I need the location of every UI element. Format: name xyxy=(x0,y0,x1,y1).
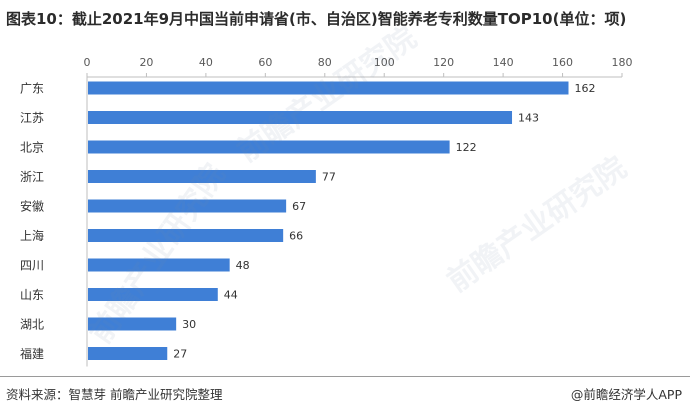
value-label: 77 xyxy=(322,171,336,184)
category-label: 山东 xyxy=(20,288,44,302)
bar-1 xyxy=(88,81,569,95)
x-tick-label: 40 xyxy=(199,56,213,69)
value-label: 162 xyxy=(575,82,596,95)
x-tick-label: 180 xyxy=(612,56,633,69)
x-tick-label: 20 xyxy=(139,56,153,69)
credit-text: @前瞻经济学人APP xyxy=(570,387,682,402)
category-label: 广东 xyxy=(20,82,44,96)
value-label: 30 xyxy=(182,318,196,331)
value-label: 143 xyxy=(518,112,539,125)
category-label: 上海 xyxy=(20,228,44,243)
x-tick-label: 100 xyxy=(374,56,395,69)
x-tick-label: 80 xyxy=(318,56,332,69)
bars-group: 广东 162 江苏 143 北京 122 浙江 77 安徽 67 上海 66 四川 48 山东 44 湖北 30 福… xyxy=(20,81,596,361)
x-tick-label: 120 xyxy=(433,56,454,69)
x-axis-ticks: 0 20 40 60 80 100 120 140 160 180 xyxy=(84,56,633,77)
category-label: 浙江 xyxy=(20,170,44,184)
value-label: 66 xyxy=(289,230,303,243)
x-tick-label: 0 xyxy=(84,56,91,69)
category-label: 福建 xyxy=(20,346,44,361)
chart-title: 图表10：截止2021年9月中国当前申请省(市、自治区)智能养老专利数量TOP1… xyxy=(6,10,627,28)
category-label: 湖北 xyxy=(20,317,44,332)
bar-3 xyxy=(88,140,450,154)
category-label: 江苏 xyxy=(20,111,44,125)
value-label: 48 xyxy=(236,259,250,272)
bar-7 xyxy=(88,258,230,272)
bar-5 xyxy=(88,199,287,213)
value-label: 44 xyxy=(224,289,238,302)
category-label: 安徽 xyxy=(20,199,44,214)
bar-4 xyxy=(88,170,316,183)
bar-2 xyxy=(88,111,513,124)
bar-8 xyxy=(88,288,218,301)
category-label: 北京 xyxy=(20,141,44,155)
value-label: 67 xyxy=(292,200,306,213)
value-label: 122 xyxy=(456,141,477,154)
bar-9 xyxy=(88,317,177,331)
category-label: 四川 xyxy=(20,259,44,273)
bar-chart: 0 20 40 60 80 100 120 140 160 180 广东 162 江苏 143 北京 122… xyxy=(20,56,633,367)
footer-divider xyxy=(0,376,690,377)
bar-6 xyxy=(88,229,284,242)
source-note: 资料来源：智慧芽 前瞻产业研究院整理 xyxy=(6,387,223,402)
x-tick-label: 160 xyxy=(552,56,573,69)
value-label: 27 xyxy=(173,348,187,361)
x-tick-label: 140 xyxy=(493,56,514,69)
x-tick-label: 60 xyxy=(258,56,272,69)
bar-10 xyxy=(88,347,168,360)
